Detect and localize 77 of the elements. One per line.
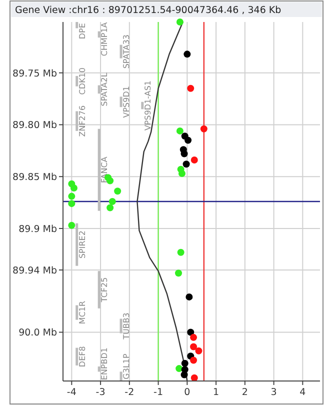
point — [178, 170, 186, 177]
x-tick-label: 3 — [270, 387, 277, 398]
data-label: SPIRE2 — [78, 230, 87, 259]
point — [177, 248, 184, 256]
data-label: ENPBD1 — [100, 347, 110, 380]
data-label: SPATA2L — [100, 72, 110, 106]
point — [176, 127, 184, 134]
point — [176, 18, 184, 26]
point — [108, 198, 116, 205]
y-tick-label: 89.80 Mb — [12, 120, 57, 132]
x-tick-label: -3 — [96, 387, 106, 398]
point — [181, 360, 188, 367]
data-label: DPE — [78, 23, 87, 40]
data-label: SPATA33 — [122, 34, 132, 69]
data-label: CHMP1A — [100, 22, 110, 56]
point — [68, 222, 76, 229]
data-label: ZNF276 — [78, 105, 87, 137]
y-tick-label: 89.9 Mb — [18, 224, 57, 235]
x-tick-label: 1 — [213, 387, 220, 398]
point — [190, 356, 198, 364]
x-tick-label: -1 — [154, 387, 164, 398]
y-tick-label: 89.85 Mb — [12, 172, 57, 184]
data-label: G3L1P — [122, 354, 132, 380]
y-tick-label: 89.75 Mb — [12, 68, 57, 80]
bar — [120, 318, 122, 334]
x-tick-label: 2 — [242, 387, 248, 398]
point — [190, 334, 198, 341]
bar — [76, 111, 78, 131]
bar — [98, 271, 100, 308]
point — [182, 160, 190, 168]
bar — [120, 372, 122, 381]
data-label: TUBB3 — [122, 312, 132, 340]
bar — [98, 31, 100, 38]
data-label: VPS9D1-AS1 — [143, 80, 152, 131]
data-label: VPS9D1 — [122, 86, 132, 118]
point — [187, 84, 194, 92]
point — [195, 347, 202, 354]
x-tick-label: 0 — [184, 387, 190, 398]
point — [187, 328, 194, 336]
bar — [76, 223, 78, 266]
data-label: DEF8 — [78, 346, 87, 368]
point — [190, 156, 198, 164]
bar — [98, 366, 100, 372]
bar — [76, 76, 78, 86]
y-tick-label: 89.94 Mb — [12, 265, 57, 276]
bar — [98, 128, 100, 211]
point — [190, 374, 198, 382]
point — [180, 371, 188, 378]
data-label: CDK10 — [78, 68, 87, 95]
point — [190, 343, 198, 350]
bar — [76, 305, 78, 320]
x-tick-label: -2 — [124, 387, 134, 398]
point — [68, 192, 76, 200]
point — [175, 270, 182, 277]
point — [106, 204, 114, 212]
point — [200, 125, 208, 132]
point — [70, 184, 78, 192]
x-tick-label: -4 — [66, 387, 76, 398]
point — [184, 136, 192, 144]
data-label: MC1R — [78, 300, 87, 324]
data-label: TCF25 — [100, 277, 110, 304]
bar — [120, 96, 122, 108]
chart-title: Gene View :chr16 : 89701251.54-90047364.46 , 346 Kb — [15, 5, 282, 16]
bar — [120, 44, 122, 58]
point — [176, 365, 183, 372]
y-tick-label: 90.0 Mb — [18, 328, 57, 339]
point — [106, 177, 114, 184]
x-tick-label: 4 — [300, 387, 306, 398]
point — [68, 200, 76, 208]
point — [186, 293, 193, 300]
point — [184, 50, 191, 58]
bar — [98, 85, 100, 94]
bar — [141, 102, 144, 110]
bar — [76, 22, 78, 28]
point — [114, 188, 122, 195]
point — [180, 150, 188, 158]
bar — [76, 348, 78, 366]
